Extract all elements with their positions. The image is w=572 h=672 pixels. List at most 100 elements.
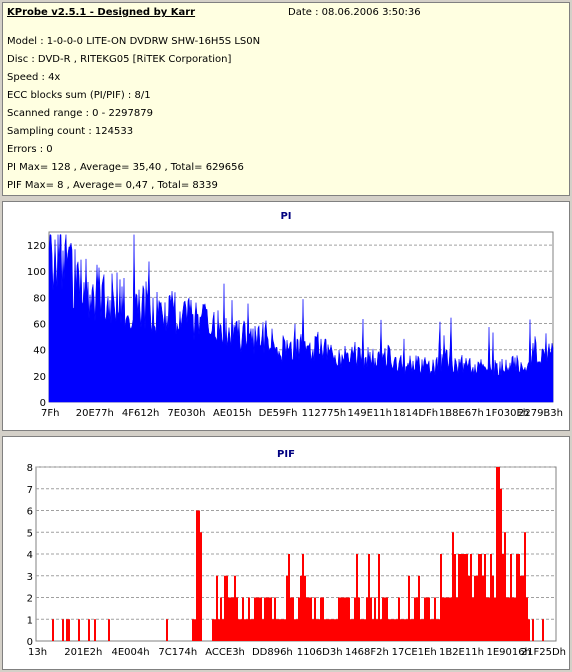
pif-bar [330,619,332,641]
pif-bar [318,619,320,641]
pif-bar [520,575,522,641]
pif-bar [542,619,544,641]
pif-bar [264,597,266,641]
pif-bar [476,575,478,641]
pif-xtick-label: ACCE3h [205,647,245,658]
pif-bar [198,510,200,641]
pif-bar [504,532,506,641]
info-ecc: ECC blocks sum (PI/PIF) : 8/1 [7,90,151,101]
pif-bar [444,597,446,641]
pif-bar [328,619,330,641]
pif-bar [450,597,452,641]
pif-bar [416,597,418,641]
info-pi-stats: PI Max= 128 , Average= 35,40 , Total= 62… [7,162,244,173]
pif-bar [360,619,362,641]
pif-ytick-label: 7 [27,485,33,496]
pi-xtick-label: 1F030Eh [485,408,529,419]
pi-chart-panel: PI 0 20 40 60 80 100 120 7Fh 20E77h 4F612h 7E030h A… [2,201,570,431]
info-panel: KProbe v2.5.1 - Designed by Karr Date : … [2,2,570,196]
pif-bar [478,554,480,641]
pif-bar [366,597,368,641]
pif-bar [254,597,256,641]
pif-bar [298,597,300,641]
pi-series-area [48,234,554,403]
pif-bar [506,597,508,641]
pi-xtick-label: 112775h [302,408,347,419]
pif-bar [368,554,370,641]
pif-bar [108,619,110,641]
pif-bar [246,619,248,641]
pi-xtick-label: 7Fh [41,408,59,419]
pif-ytick-label: 1 [27,615,33,626]
pif-xtick-label: 1E9016h [486,647,530,658]
pif-bar [276,619,278,641]
pif-bar [346,597,348,641]
pif-bar [500,488,502,641]
pif-bar [192,619,194,641]
pif-bar [508,597,510,641]
pif-bar [496,467,498,641]
pif-bar [384,597,386,641]
pif-bar [344,597,346,641]
pif-bar [494,597,496,641]
pif-bar [488,597,490,641]
pi-xtick-label: 4F612h [122,408,160,419]
pif-bar [292,597,294,641]
pif-bar [532,619,534,641]
app-title: KProbe v2.5.1 - Designed by Karr [7,7,196,18]
pif-bar [526,597,528,641]
pif-bar [270,597,272,641]
pi-xtick-label: 2279B3h [518,408,563,419]
pif-chart: 0 1 2 3 4 5 6 7 8 13h 201E2h 4E004h 7C174h ACCE3h DD89… [27,463,566,658]
pif-bar [422,619,424,641]
pif-bar [324,619,326,641]
pif-bar [436,619,438,641]
pif-bar [220,597,222,641]
pif-bar [452,532,454,641]
info-sampling: Sampling count : 124533 [7,126,134,137]
pif-bar [94,619,96,641]
pif-bar [522,575,524,641]
pif-bar [358,597,360,641]
pif-bar [410,619,412,641]
pif-bar [218,619,220,641]
pif-bar [272,619,274,641]
pif-bar [426,597,428,641]
pif-bar [474,575,476,641]
pif-bar [238,619,240,641]
pif-bar [234,575,236,641]
pif-bar [420,619,422,641]
pif-bar [408,575,410,641]
pif-bar [466,554,468,641]
pif-bar [516,554,518,641]
pif-bar [248,597,250,641]
pif-bar [388,619,390,641]
pif-ytick-label: 8 [27,463,33,474]
pif-bar [434,597,436,641]
pif-bar [486,597,488,641]
pif-bar [370,597,372,641]
pif-bar [274,597,276,641]
pif-bar [258,597,260,641]
pif-bar [376,619,378,641]
pif-bar [252,619,254,641]
pif-bar [502,554,504,641]
pif-bar [286,575,288,641]
pif-xtick-label: 4E004h [111,647,149,658]
pif-bar [362,619,364,641]
pif-bar [302,554,304,641]
pif-bar [418,575,420,641]
pif-bar [498,467,500,641]
pif-bar [260,597,262,641]
pif-bar [196,510,198,641]
pi-ytick-label: 80 [33,293,46,304]
pif-xtick-label: 7C174h [158,647,197,658]
pif-ytick-label: 5 [27,528,33,539]
pif-bar [394,619,396,641]
pi-ytick-label: 40 [33,346,46,357]
pif-bar [490,554,492,641]
pif-bar [472,597,474,641]
info-speed: Speed : 4x [7,72,61,83]
pif-bar [320,597,322,641]
pif-bar [518,554,520,641]
